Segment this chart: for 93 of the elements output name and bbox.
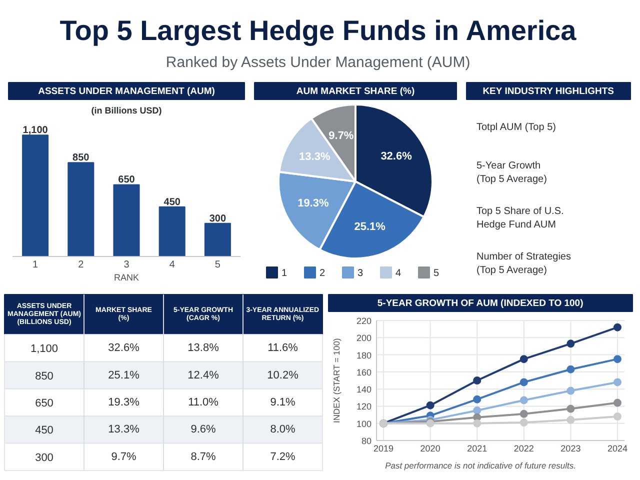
legend-label: 3	[358, 268, 364, 279]
bar	[113, 184, 140, 257]
point	[520, 418, 528, 426]
legend-label: 2	[320, 268, 326, 279]
text: Top 5 Largest Hedge Funds in America	[60, 15, 577, 46]
text: 8.7%	[190, 450, 216, 463]
chart-title: ASSETS UNDER MANAGEMENT (AUM)	[38, 86, 215, 97]
data-label: 300	[209, 213, 226, 224]
y-tick-label: 220	[356, 316, 372, 326]
x-tick-label: 2019	[374, 444, 394, 454]
legend-label: 5	[434, 268, 440, 279]
point	[613, 398, 622, 407]
text: 8.0%	[270, 424, 296, 436]
text: 13.3%	[108, 424, 140, 436]
point	[566, 404, 575, 413]
y-tick-label: 80	[361, 436, 372, 446]
point	[613, 378, 622, 386]
text: 11.6%	[268, 342, 298, 354]
x-tick-label: 5	[214, 260, 221, 270]
bar	[68, 162, 94, 257]
y-tick-label: 180	[356, 350, 372, 360]
x-tick-label: 2	[78, 260, 84, 270]
y-tick-label: 100	[356, 418, 372, 429]
text: 9.1%	[270, 396, 296, 408]
bar	[22, 134, 49, 257]
data-label: 9.7%	[328, 130, 354, 142]
point	[520, 410, 528, 418]
y-axis-title: INDEX (START = 100)	[332, 338, 342, 423]
text: 25.1%	[108, 369, 140, 382]
text: 12.4%	[188, 369, 219, 382]
point	[566, 340, 575, 348]
chart-title: AUM MARKET SHARE (%)	[296, 86, 415, 97]
legend-label: 1	[282, 268, 288, 279]
x-tick-label: 2020	[420, 444, 440, 454]
x-tick-label: 2024	[607, 444, 628, 454]
point	[520, 378, 528, 386]
bar	[158, 206, 186, 257]
point	[566, 365, 575, 374]
legend-label: 4	[396, 268, 402, 279]
text: KEY INDUSTRY HIGHLIGHTS	[482, 86, 614, 97]
x-tick-label: 4	[169, 260, 176, 270]
text: 13.8%	[188, 342, 219, 354]
point	[426, 401, 434, 410]
text: Past performance is not indicative of future results.	[385, 460, 576, 470]
point	[473, 395, 482, 404]
text: Totpl AUM (Top 5)	[476, 122, 556, 133]
x-axis-title: RANK	[114, 272, 140, 282]
y-tick-label: 200	[356, 333, 372, 344]
text: Ranked by Assets Under Management (AUM)	[166, 54, 470, 71]
point	[613, 412, 622, 420]
point	[520, 355, 528, 364]
text: 5-Year Growth (Top 5 Average)	[476, 160, 547, 185]
data-label: 1,100	[22, 125, 48, 136]
data-label: 450	[164, 196, 181, 208]
data-label: 19.3%	[298, 198, 329, 210]
point	[566, 416, 575, 424]
chart-subtitle: (in Billions USD)	[91, 106, 162, 116]
x-tick-label: 3	[124, 260, 130, 270]
y-tick-label: 120	[356, 402, 372, 412]
data-label: 13.3%	[299, 150, 330, 163]
text: 9.7%	[111, 450, 136, 463]
point	[613, 323, 622, 332]
text: 32.6%	[108, 342, 140, 354]
point	[473, 376, 482, 384]
text: 11.0%	[188, 396, 218, 408]
x-tick-label: 2022	[514, 444, 534, 454]
point	[473, 406, 482, 414]
x-tick-label: 2023	[560, 444, 581, 454]
text: 10.2%	[267, 369, 298, 382]
y-tick-label: 160	[356, 367, 372, 378]
text: 1,100	[30, 343, 58, 356]
y-tick-label: 140	[356, 384, 372, 395]
text: 19.3%	[108, 396, 140, 408]
text: 450	[35, 424, 54, 437]
bar	[204, 222, 231, 257]
point	[473, 419, 482, 428]
text: 300	[35, 452, 54, 464]
data-label: 25.1%	[354, 221, 386, 234]
chart-title: 5-YEAR GROWTH OF AUM (INDEXED TO 100)	[377, 298, 584, 309]
x-tick-label: 2021	[467, 444, 488, 454]
point	[613, 355, 622, 364]
data-label: 32.6%	[380, 150, 412, 163]
text: Number of Strategies (Top 5 Average)	[476, 252, 571, 276]
text: 850	[35, 370, 54, 382]
text: 7.2%	[270, 450, 296, 463]
text: 9.6%	[190, 424, 216, 436]
point	[520, 396, 528, 404]
data-label: 850	[72, 152, 90, 164]
data-label: 650	[118, 174, 136, 186]
point	[566, 386, 575, 395]
x-tick-label: 1	[32, 260, 39, 270]
text: Top 5 Share of U.S. Hedge Fund AUM	[476, 206, 564, 230]
text: 650	[35, 398, 54, 410]
